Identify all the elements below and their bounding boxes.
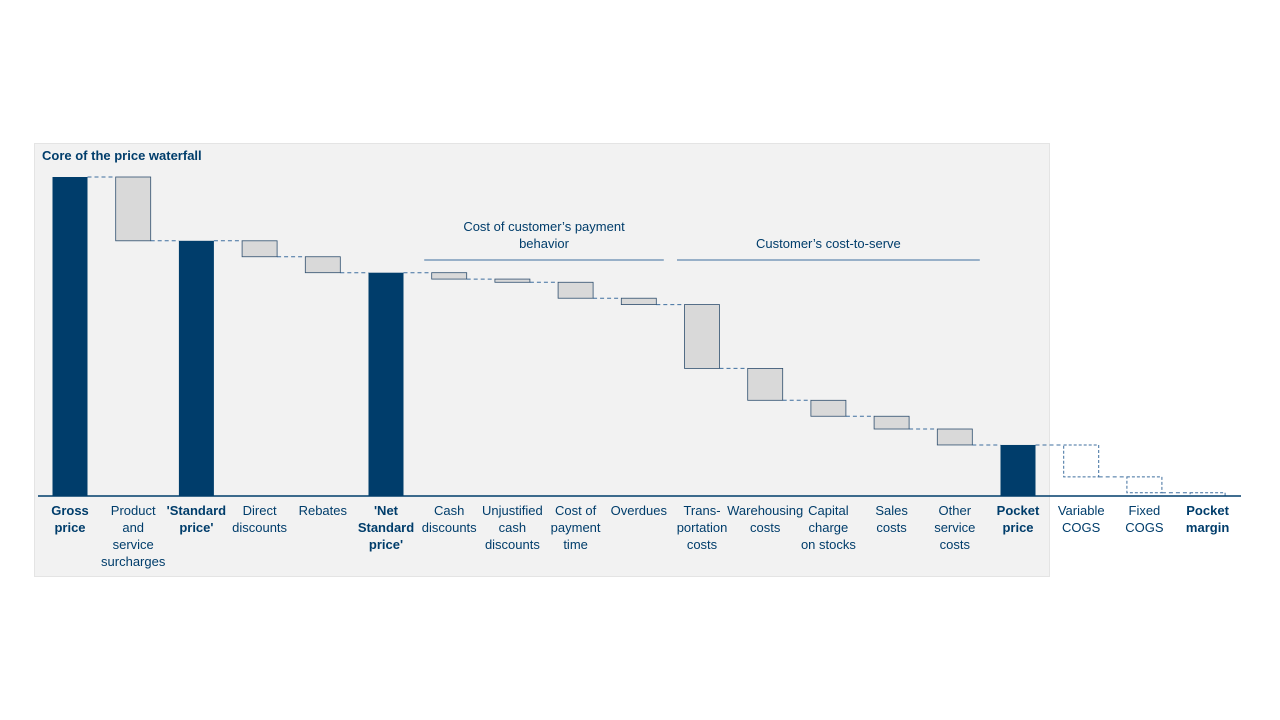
- category-label-14: Other service costs: [934, 503, 975, 552]
- category-label-line: price: [54, 520, 85, 535]
- category-label-line: payment: [551, 520, 601, 535]
- category-label-line: Pocket: [997, 503, 1040, 518]
- bar-8: [557, 281, 594, 299]
- category-label-line: Gross: [51, 503, 89, 518]
- category-label-line: Warehousing: [727, 503, 803, 518]
- category-label-line: Trans-: [683, 503, 720, 518]
- category-label-line: Capital: [808, 503, 849, 518]
- bar-0: [52, 177, 88, 496]
- group-label-line: Customer’s cost-to-serve: [756, 236, 901, 251]
- category-label-6: Cash discounts: [422, 503, 477, 535]
- category-label-5: 'Net Standard price': [358, 503, 414, 552]
- category-label-line: Cost of: [555, 503, 597, 518]
- category-label-line: Direct: [243, 503, 277, 518]
- bar-9: [620, 297, 657, 306]
- category-label-line: costs: [940, 537, 971, 552]
- bar-12: [810, 399, 847, 417]
- bar-13: [873, 415, 910, 430]
- category-label-4: Rebates: [299, 503, 348, 518]
- bar-16: [1063, 444, 1100, 478]
- category-label-8: Cost of payment time: [551, 503, 601, 552]
- category-label-9: Overdues: [611, 503, 668, 518]
- category-label-0: Gross price: [51, 503, 89, 535]
- category-label-line: discounts: [485, 537, 540, 552]
- category-label-line: on stocks: [801, 537, 856, 552]
- bar-7: [494, 278, 531, 283]
- category-label-line: service: [934, 520, 975, 535]
- category-label-line: cash: [499, 520, 526, 535]
- bar-11: [747, 367, 784, 401]
- bar-17: [1126, 476, 1163, 494]
- category-label-line: Sales: [875, 503, 908, 518]
- category-label-line: COGS: [1062, 520, 1101, 535]
- category-label-line: Variable: [1058, 503, 1105, 518]
- bar-14: [936, 428, 973, 446]
- category-label-line: Cash: [434, 503, 464, 518]
- category-label-16: Variable COGS: [1058, 503, 1105, 535]
- bar-5: [368, 272, 404, 496]
- group-label-0: Cost of customer’s payment behavior: [463, 219, 625, 251]
- category-label-line: costs: [750, 520, 781, 535]
- category-label-line: costs: [687, 537, 718, 552]
- group-label-1: Customer’s cost-to-serve: [756, 236, 901, 251]
- category-label-line: time: [563, 537, 588, 552]
- category-label-line: Other: [939, 503, 972, 518]
- category-label-12: Capital charge on stocks: [801, 503, 856, 552]
- category-label-1: Product and service surcharges: [101, 503, 166, 569]
- category-label-10: Trans-portation costs: [677, 503, 728, 552]
- category-label-line: service: [113, 537, 154, 552]
- category-label-line: surcharges: [101, 554, 166, 569]
- category-label-line: price': [179, 520, 213, 535]
- category-label-line: Unjustified: [482, 503, 543, 518]
- category-label-line: COGS: [1125, 520, 1164, 535]
- chart-title: Core of the price waterfall: [42, 148, 202, 163]
- bar-6: [431, 272, 468, 280]
- category-label-line: Overdues: [611, 503, 668, 518]
- category-label-line: costs: [876, 520, 907, 535]
- category-label-line: 'Net: [374, 503, 399, 518]
- category-label-17: Fixed COGS: [1125, 503, 1164, 535]
- category-label-13: Sales costs: [875, 503, 908, 535]
- category-label-line: portation: [677, 520, 728, 535]
- category-label-line: price': [369, 537, 403, 552]
- category-label-3: Direct discounts: [232, 503, 287, 535]
- category-label-11: Warehousing costs: [727, 503, 803, 535]
- category-label-line: Standard: [358, 520, 414, 535]
- group-label-line: Cost of customer’s payment: [463, 219, 625, 234]
- group-label-line: behavior: [519, 236, 570, 251]
- category-label-line: 'Standard: [167, 503, 226, 518]
- bar-3: [241, 240, 278, 258]
- category-label-line: charge: [809, 520, 849, 535]
- category-label-line: discounts: [232, 520, 287, 535]
- category-label-line: discounts: [422, 520, 477, 535]
- category-label-line: Product: [111, 503, 156, 518]
- category-label-line: price: [1002, 520, 1033, 535]
- category-label-line: Rebates: [299, 503, 348, 518]
- bar-2: [178, 240, 214, 496]
- category-label-line: Fixed: [1129, 503, 1161, 518]
- bar-1: [115, 176, 152, 242]
- category-label-15: Pocket price: [997, 503, 1040, 535]
- category-label-18: Pocket margin: [1186, 503, 1230, 535]
- category-label-line: Pocket: [1186, 503, 1229, 518]
- category-label-line: and: [122, 520, 144, 535]
- bar-15: [1000, 444, 1036, 496]
- category-label-7: Unjustified cash discounts: [482, 503, 543, 552]
- category-label-2: 'Standard price': [167, 503, 226, 535]
- bar-10: [684, 304, 720, 369]
- bar-4: [304, 256, 341, 274]
- category-label-line: margin: [1186, 520, 1229, 535]
